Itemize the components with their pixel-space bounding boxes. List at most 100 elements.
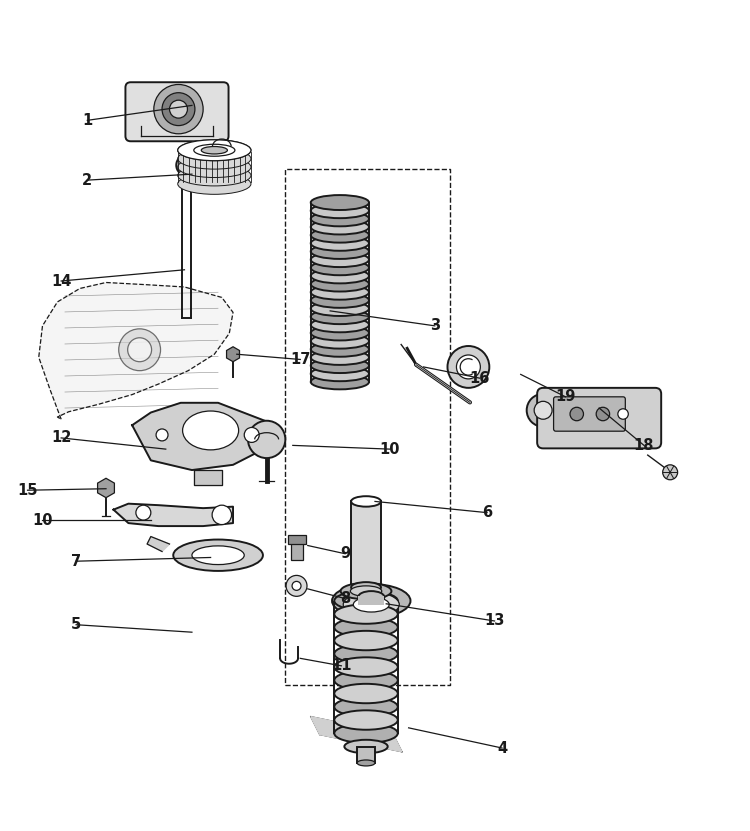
Text: 16: 16 (470, 371, 490, 386)
Ellipse shape (192, 546, 244, 564)
Circle shape (156, 429, 168, 441)
Ellipse shape (310, 228, 369, 243)
Circle shape (534, 401, 552, 419)
Ellipse shape (310, 195, 369, 210)
Ellipse shape (310, 301, 369, 316)
Ellipse shape (178, 148, 251, 169)
Circle shape (526, 394, 560, 426)
Circle shape (286, 575, 307, 597)
Text: 7: 7 (71, 553, 81, 568)
Ellipse shape (353, 597, 389, 612)
Text: 3: 3 (430, 318, 439, 333)
Ellipse shape (178, 165, 251, 186)
Text: 2: 2 (82, 173, 92, 188)
Text: 18: 18 (634, 438, 654, 453)
Ellipse shape (310, 366, 369, 381)
Ellipse shape (310, 252, 369, 267)
Circle shape (162, 93, 195, 125)
Ellipse shape (344, 593, 399, 617)
Circle shape (244, 427, 260, 442)
Circle shape (176, 155, 197, 175)
Ellipse shape (178, 156, 251, 178)
Text: 8: 8 (340, 591, 350, 606)
Ellipse shape (310, 219, 369, 234)
Ellipse shape (334, 657, 398, 676)
Circle shape (618, 409, 628, 419)
Text: 4: 4 (497, 740, 507, 755)
Ellipse shape (310, 333, 369, 348)
Text: 17: 17 (290, 352, 310, 367)
Ellipse shape (310, 293, 369, 307)
Ellipse shape (334, 617, 398, 637)
FancyBboxPatch shape (537, 388, 662, 449)
Ellipse shape (310, 375, 369, 390)
Circle shape (570, 407, 584, 420)
Polygon shape (98, 479, 115, 498)
Text: 13: 13 (484, 613, 505, 628)
Ellipse shape (310, 317, 369, 332)
Ellipse shape (310, 260, 369, 275)
Text: 12: 12 (51, 430, 71, 445)
Ellipse shape (310, 236, 369, 251)
Ellipse shape (351, 583, 381, 593)
Ellipse shape (178, 140, 251, 160)
Bar (357, 746, 375, 763)
Ellipse shape (310, 211, 369, 226)
Ellipse shape (310, 244, 369, 259)
Ellipse shape (182, 411, 238, 450)
Circle shape (457, 355, 480, 379)
Ellipse shape (334, 591, 398, 611)
Polygon shape (310, 716, 402, 752)
Bar (351, 501, 381, 588)
Polygon shape (113, 504, 233, 526)
Circle shape (448, 346, 489, 388)
Circle shape (292, 582, 301, 590)
Ellipse shape (334, 631, 398, 651)
Text: 1: 1 (82, 113, 92, 128)
Circle shape (182, 160, 192, 170)
Ellipse shape (194, 145, 235, 156)
Text: 11: 11 (332, 658, 352, 673)
Ellipse shape (334, 697, 398, 716)
Text: 9: 9 (340, 546, 350, 561)
Ellipse shape (310, 350, 369, 365)
Circle shape (212, 505, 232, 524)
Polygon shape (194, 470, 222, 485)
Ellipse shape (350, 586, 382, 597)
Text: 10: 10 (32, 513, 53, 528)
Ellipse shape (334, 671, 398, 690)
FancyBboxPatch shape (554, 397, 626, 431)
Ellipse shape (310, 342, 369, 356)
Ellipse shape (310, 277, 369, 292)
Text: 6: 6 (482, 505, 492, 520)
Ellipse shape (173, 539, 263, 571)
Ellipse shape (178, 140, 251, 160)
Ellipse shape (310, 309, 369, 324)
Ellipse shape (310, 204, 369, 219)
Ellipse shape (310, 268, 369, 283)
Circle shape (128, 337, 152, 361)
Polygon shape (132, 403, 267, 470)
Text: 15: 15 (17, 483, 38, 498)
Ellipse shape (334, 644, 398, 663)
Polygon shape (226, 347, 239, 361)
Ellipse shape (344, 740, 388, 753)
Ellipse shape (340, 583, 392, 599)
Circle shape (118, 329, 160, 371)
Text: 14: 14 (51, 273, 71, 288)
Ellipse shape (332, 584, 410, 617)
FancyBboxPatch shape (125, 82, 229, 141)
Bar (287, 535, 305, 544)
Ellipse shape (351, 496, 381, 507)
Ellipse shape (358, 591, 384, 603)
Circle shape (663, 465, 677, 479)
Ellipse shape (357, 760, 375, 766)
Bar (290, 543, 302, 560)
Circle shape (596, 407, 610, 420)
Ellipse shape (201, 146, 227, 154)
Text: 10: 10 (380, 441, 400, 456)
Ellipse shape (310, 285, 369, 300)
Ellipse shape (310, 326, 369, 341)
Text: 5: 5 (71, 617, 81, 632)
Polygon shape (39, 283, 233, 419)
